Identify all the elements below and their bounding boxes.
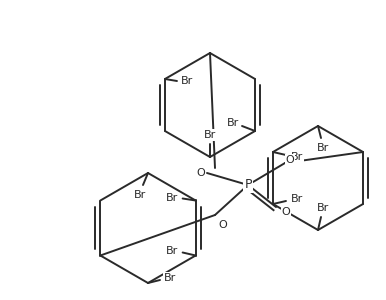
Text: Br: Br (317, 143, 329, 153)
Text: Br: Br (291, 194, 303, 204)
Text: Br: Br (166, 245, 178, 256)
Text: O: O (218, 220, 227, 230)
Text: P: P (244, 178, 252, 191)
Text: Br: Br (317, 203, 329, 213)
Text: O: O (196, 168, 205, 178)
Text: Br: Br (164, 273, 176, 283)
Text: Br: Br (181, 76, 193, 86)
Text: O: O (286, 155, 295, 165)
Text: Br: Br (227, 118, 239, 128)
Text: O: O (282, 207, 290, 217)
Text: Br: Br (204, 130, 216, 140)
Text: Br: Br (291, 152, 303, 162)
Text: Br: Br (166, 194, 178, 203)
Text: Br: Br (134, 190, 146, 200)
